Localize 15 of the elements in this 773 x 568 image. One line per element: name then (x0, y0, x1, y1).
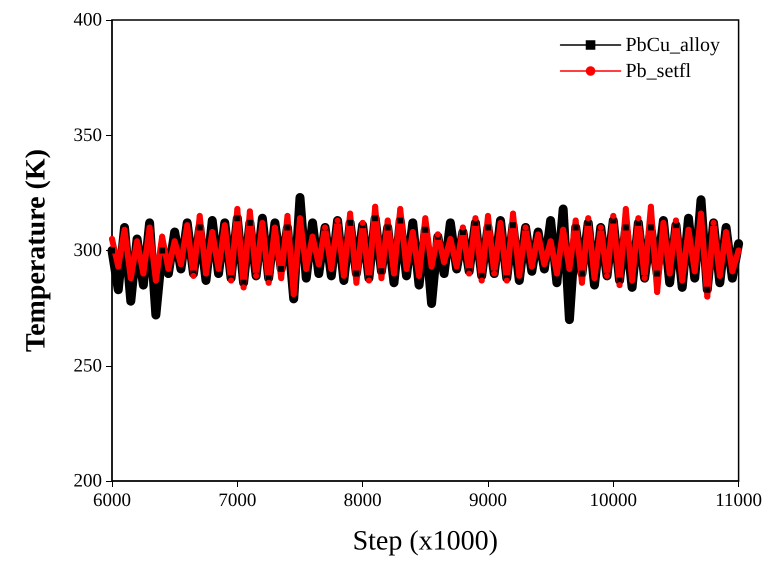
x-tick-label: 7000 (218, 490, 256, 511)
legend-label: Pb_setfl (626, 60, 692, 82)
y-tick-label: 200 (74, 470, 102, 492)
x-tick-label: 11000 (715, 490, 762, 511)
x-tick-label: 9000 (468, 490, 507, 511)
y-tick-label: 250 (74, 355, 102, 376)
y-tick-label: 350 (74, 124, 102, 146)
x-tick-label: 10000 (590, 490, 638, 511)
legend-label: PbCu_alloy (626, 34, 720, 56)
x-axis-title: Step (x1000) (352, 526, 498, 556)
y-axis-title: Temperature (K) (20, 149, 52, 352)
x-tick-label: 8000 (344, 490, 382, 511)
y-tick-label: 300 (74, 240, 102, 261)
y-tick-label: 400 (74, 10, 102, 30)
x-tick-label: 6000 (93, 490, 131, 511)
